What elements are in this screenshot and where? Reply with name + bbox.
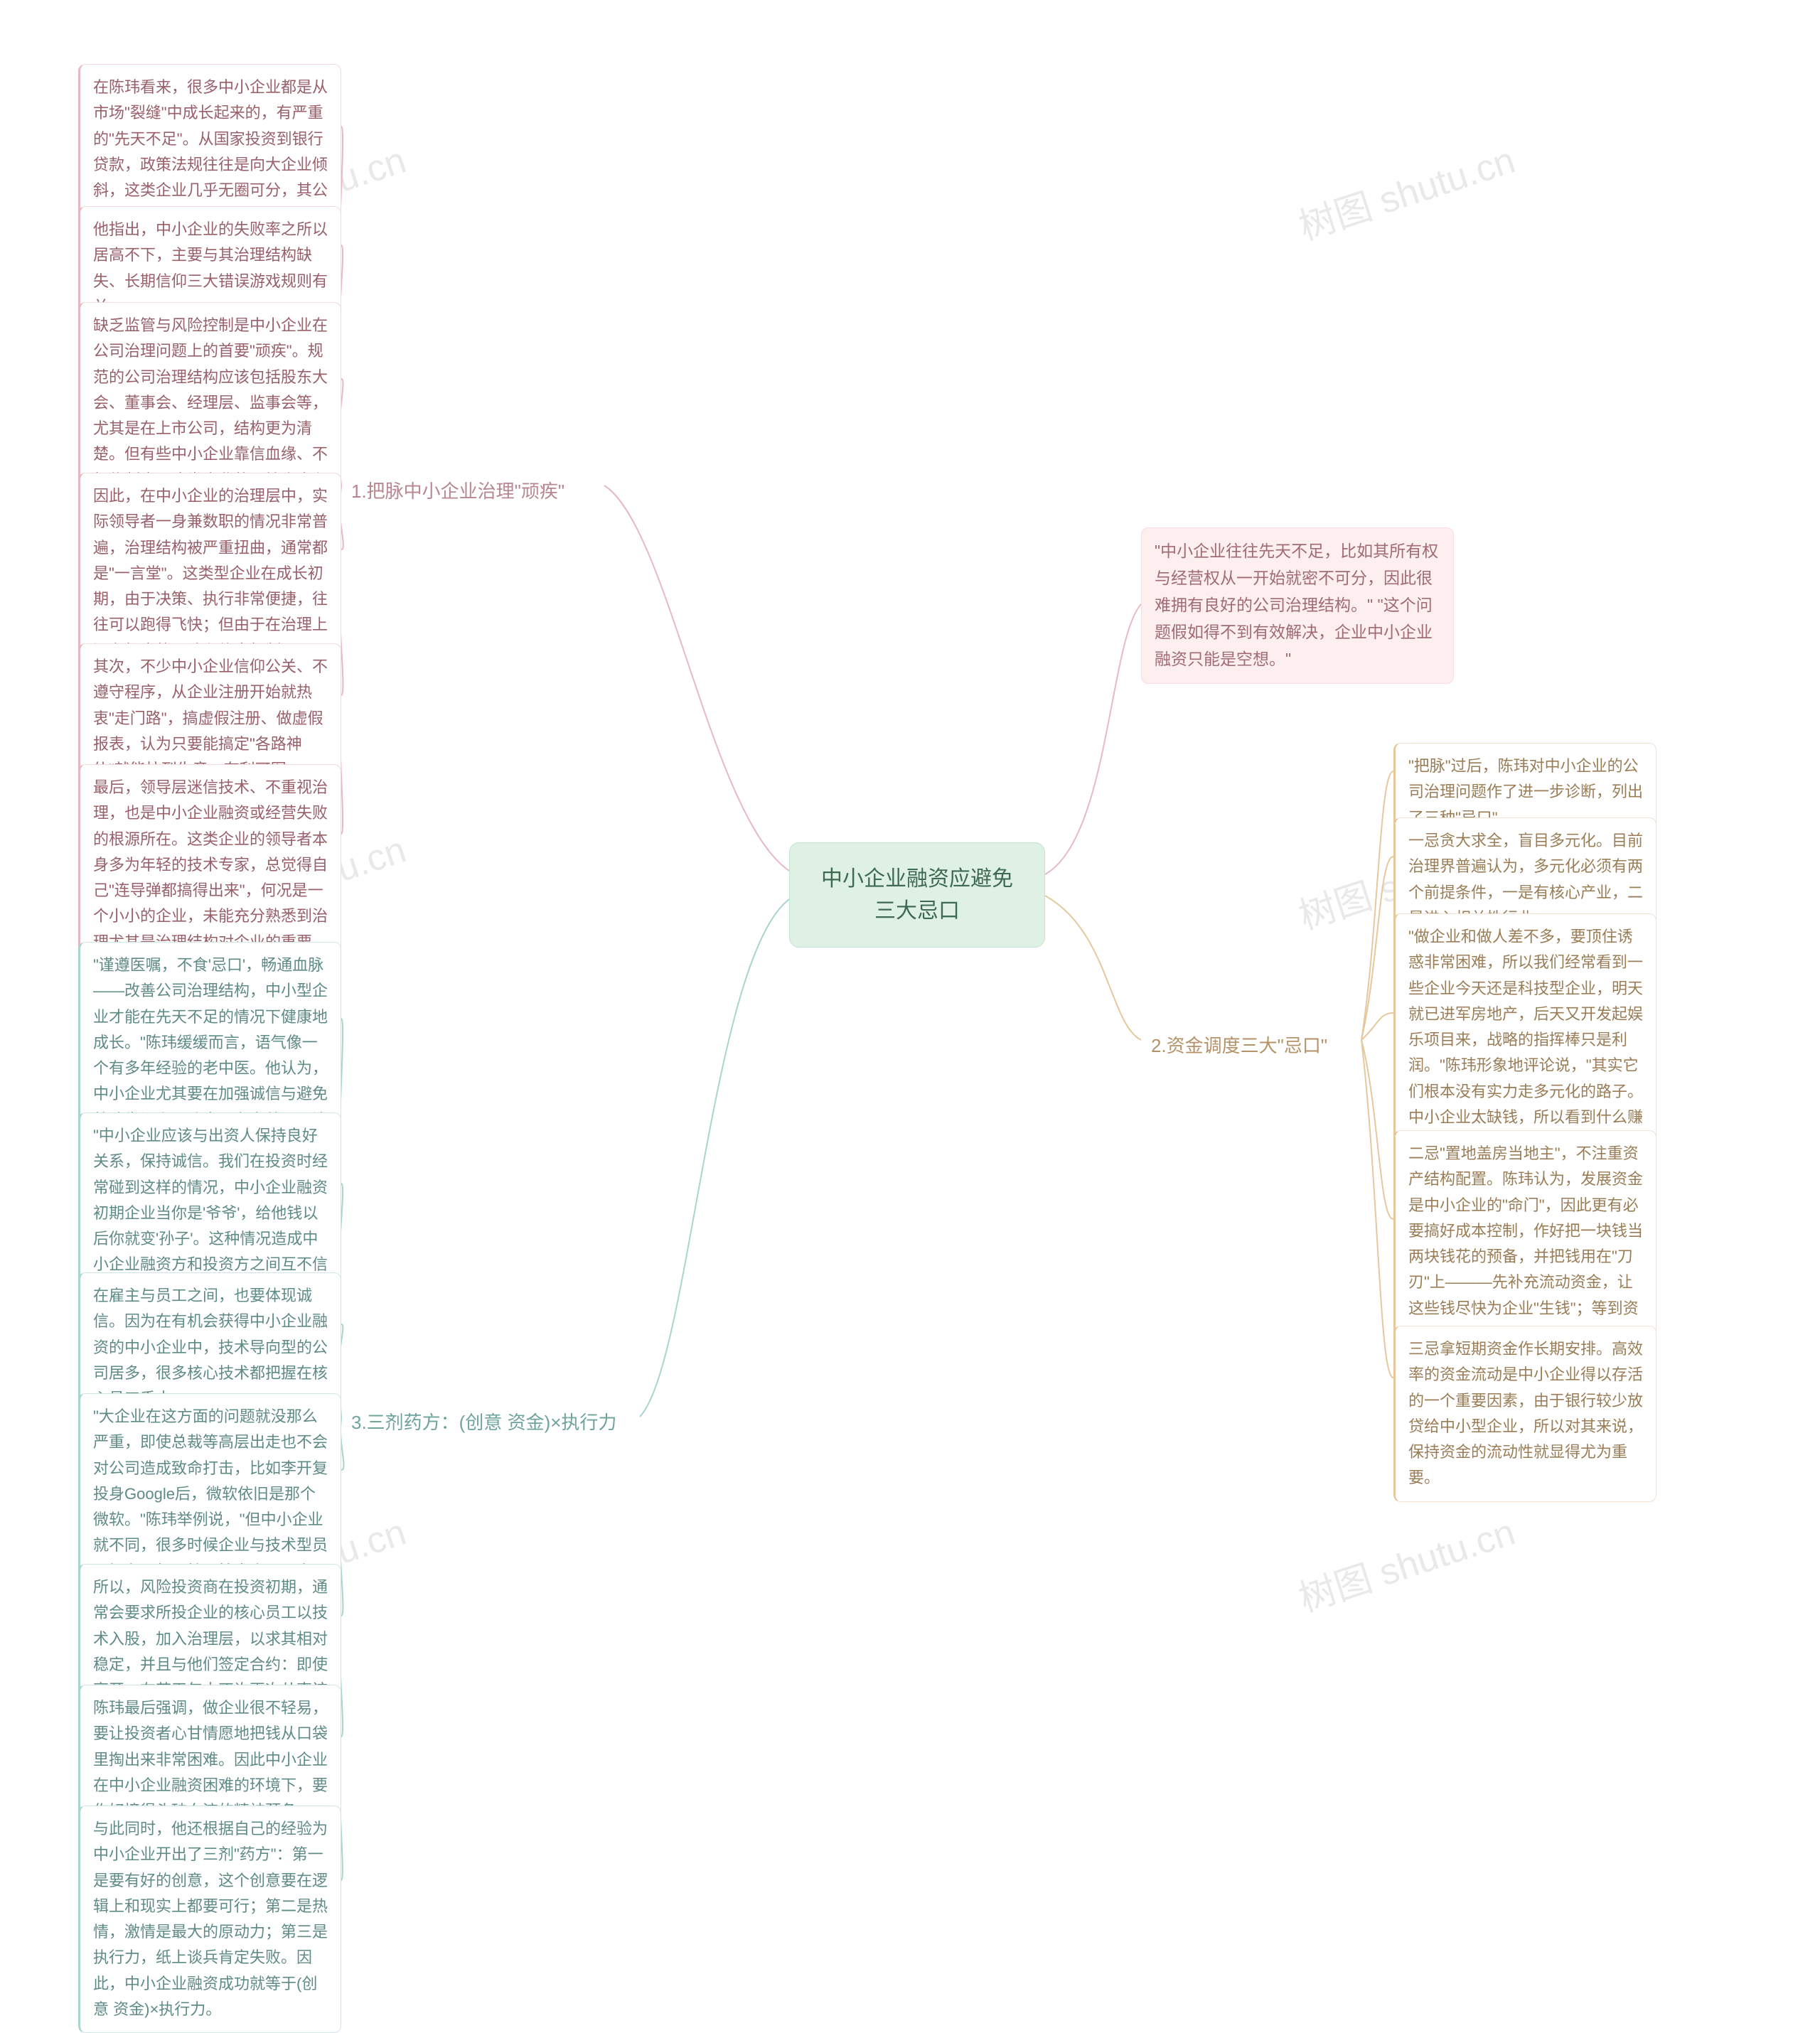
center-topic: 中小企业融资应避免三大忌口 (789, 842, 1045, 948)
watermark: 树图 shutu.cn (1291, 130, 1521, 250)
branch-3-label: 3.三剂药方：(创意 资金)×执行力 (341, 1400, 640, 1445)
branch-3-leaf: 与此同时，他还根据自己的经验为中小企业开出了三剂"药方"：第一是要有好的创意，这… (78, 1806, 341, 2033)
quote-node: "中小企业往往先天不足，比如其所有权与经营权从一开始就密不可分，因此很难拥有良好… (1141, 527, 1454, 684)
branch-2-label: 2.资金调度三大"忌口" (1141, 1024, 1361, 1068)
watermark: 树图 shutu.cn (1291, 1502, 1521, 1622)
branch-2-leaf: 三忌拿短期资金作长期安排。高效率的资金流动是中小企业得以存活的一个重要因素，由于… (1393, 1326, 1656, 1502)
branch-1-label: 1.把脉中小企业治理"顽疾" (341, 469, 604, 514)
